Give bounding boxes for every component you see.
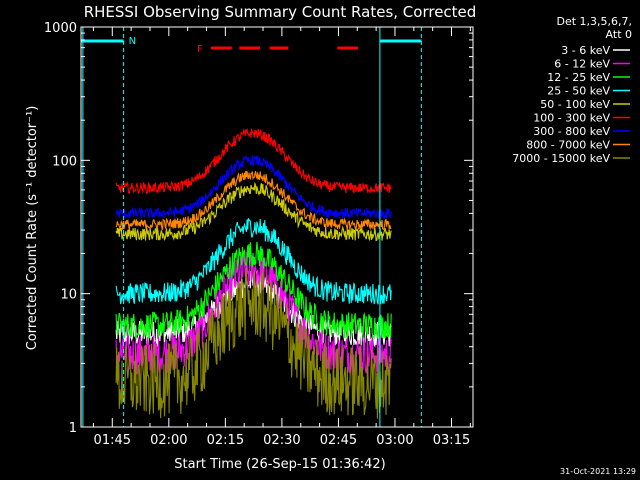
annotation-layer: NF [81,27,422,427]
series-line-4 [115,181,392,242]
x-tick-label-6: 03:15 [433,433,470,448]
x-tick-label-4: 02:45 [320,433,357,448]
series-line-2 [115,241,392,340]
series-line-7 [115,170,392,231]
flare-label: F [197,44,203,55]
x-tick-label-2: 02:15 [207,433,244,448]
legend-label-5: 100 - 300 keV [533,112,610,125]
x-tick-label-5: 03:00 [376,433,413,448]
legend-label-2: 12 - 25 keV [547,71,610,84]
legend-label-1: 6 - 12 keV [554,58,610,71]
series-line-8 [115,267,392,419]
series-line-6 [115,155,392,221]
y-tick-label-2: 100 [52,154,77,169]
plot-area [115,128,392,419]
night-label: N [129,36,136,47]
legend-label-3: 25 - 50 keV [547,85,610,98]
legend-label-4: 50 - 100 keV [540,98,610,111]
legend-label-0: 3 - 6 keV [561,44,610,57]
y-tick-label-3: 1000 [44,21,77,36]
legend-title-line-1: Det 1,3,5,6,7, [556,15,632,28]
legend-title-line-2: Att 0 [606,28,632,41]
chart-title: RHESSI Observing Summary Count Rates, Co… [84,3,477,21]
x-tick-label-3: 02:30 [263,433,300,448]
x-tick-label-0: 01:45 [94,433,131,448]
y-axis-label: Corrected Count Rate (s⁻¹ detector⁻¹) [25,106,40,351]
series-line-3 [115,218,392,305]
plot-frame [80,26,474,428]
x-axis-label: Start Time (26-Sep-15 01:36:42) [174,457,385,472]
y-tick-label-1: 10 [60,288,77,303]
legend-label-7: 800 - 7000 keV [526,139,610,152]
y-tick-label-0: 1 [69,421,77,436]
legend-label-8: 7000 - 15000 keV [512,152,610,165]
plot-timestamp: 31-Oct-2021 13:29 [560,467,636,476]
x-tick-label-1: 02:00 [150,433,187,448]
series-line-5 [115,128,392,195]
axes: 1 10 100 1000 01:45 02:00 02:15 02:30 02:45 03:00… [44,21,474,448]
legend-label-6: 300 - 800 keV [533,125,610,138]
